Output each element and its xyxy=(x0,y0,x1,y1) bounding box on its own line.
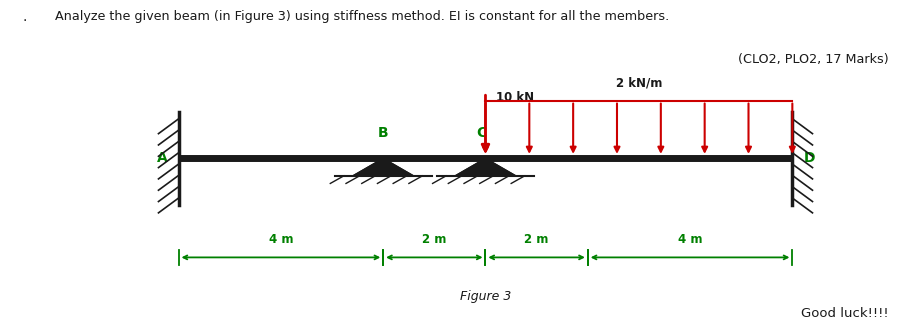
Text: 2 m: 2 m xyxy=(525,233,549,246)
Text: 4 m: 4 m xyxy=(678,233,703,246)
Text: 10 kN: 10 kN xyxy=(496,91,535,104)
Text: Good luck!!!!: Good luck!!!! xyxy=(801,307,889,320)
Text: 4 m: 4 m xyxy=(268,233,293,246)
Text: 2 kN/m: 2 kN/m xyxy=(616,76,662,89)
Text: B: B xyxy=(378,126,388,140)
Text: Analyze the given beam (in Figure 3) using stiffness method. EI is constant for : Analyze the given beam (in Figure 3) usi… xyxy=(55,10,670,23)
Text: A: A xyxy=(157,151,168,165)
Text: .: . xyxy=(23,10,27,24)
Text: 2 m: 2 m xyxy=(422,233,446,246)
Polygon shape xyxy=(353,158,413,176)
Text: Figure 3: Figure 3 xyxy=(460,290,511,303)
Polygon shape xyxy=(455,158,516,176)
Text: (CLO2, PLO2, 17 Marks): (CLO2, PLO2, 17 Marks) xyxy=(738,53,889,66)
Text: C: C xyxy=(475,126,486,140)
Text: D: D xyxy=(803,151,815,165)
